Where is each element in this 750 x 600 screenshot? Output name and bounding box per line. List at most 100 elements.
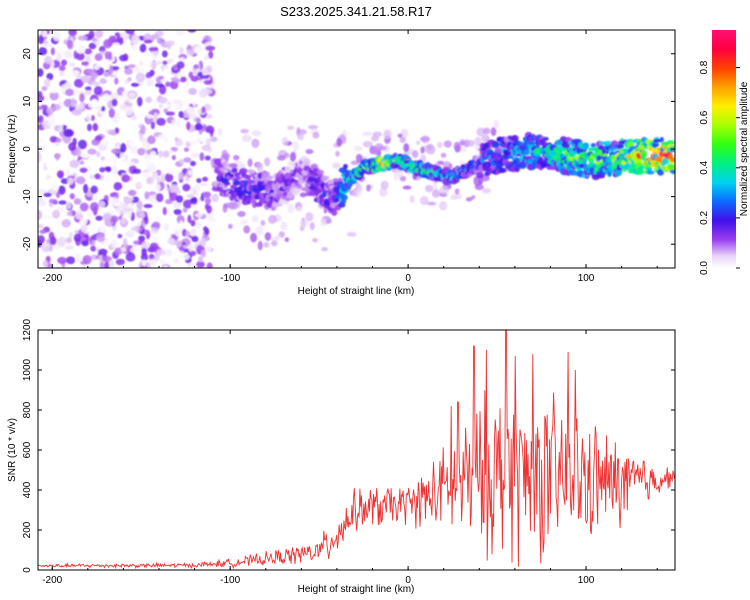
- heatmap-cell: [150, 61, 157, 69]
- heatmap-cell: [493, 119, 500, 129]
- heatmap-cell: [86, 211, 94, 218]
- heatmap-cell: [427, 143, 433, 151]
- heatmap-cell: [94, 30, 104, 39]
- heatmap-cell: [237, 210, 246, 217]
- heatmap-cell: [174, 140, 184, 147]
- heatmap-cell: [120, 216, 126, 225]
- heatmap-cell: [240, 219, 248, 224]
- heatmap-cell: [228, 163, 238, 168]
- heatmap-cell: [251, 130, 262, 137]
- heatmap-cell: [79, 202, 89, 212]
- y-tick-label: 1000: [22, 358, 33, 381]
- heatmap-cell: [165, 81, 171, 87]
- heatmap-cell: [284, 166, 292, 172]
- heatmap-cell: [99, 167, 106, 173]
- heatmap-cell: [79, 93, 85, 103]
- heatmap-cell: [110, 207, 117, 213]
- heatmap-cell: [159, 96, 168, 104]
- heatmap-cell: [112, 174, 119, 180]
- heatmap-cell: [439, 185, 450, 195]
- heatmap-cell: [77, 35, 88, 41]
- heatmap-cell: [236, 173, 241, 180]
- heatmap-cell: [110, 92, 119, 102]
- heatmap-cell: [201, 184, 207, 193]
- heatmap-cell: [492, 141, 500, 149]
- heatmap-cell: [474, 136, 482, 146]
- heatmap-cell: [498, 167, 507, 173]
- heatmap-cell: [147, 135, 156, 145]
- heatmap-cell: [42, 260, 49, 268]
- heatmap-cell: [476, 127, 486, 137]
- heatmap-cell: [163, 103, 172, 108]
- heatmap-cell: [90, 115, 95, 121]
- heatmap-cell: [95, 151, 101, 158]
- heatmap-cell: [178, 171, 185, 181]
- heatmap-cell: [190, 203, 198, 209]
- heatmap-cell: [432, 183, 438, 191]
- heatmap-cell: [150, 151, 157, 159]
- x-tick-label: 0: [405, 273, 411, 284]
- heatmap-cell: [38, 137, 43, 143]
- heatmap-cell: [119, 151, 126, 161]
- colorbar-ticks: 0.0 0.2 0.4 0.6 0.8: [699, 60, 740, 275]
- heatmap-cell: [355, 153, 363, 163]
- heatmap-cell: [180, 76, 187, 83]
- heatmap-cell: [510, 134, 519, 142]
- heatmap-cell: [70, 70, 80, 76]
- colorbar-tick-label: 0.0: [699, 261, 710, 275]
- heatmap-cell: [88, 30, 95, 40]
- heatmap-cell: [69, 159, 80, 169]
- heatmap-cell: [191, 153, 201, 158]
- heatmap-cell: [144, 191, 150, 200]
- heatmap-cell: [132, 168, 142, 174]
- heatmap-cell: [639, 170, 644, 175]
- heatmap-cell: [79, 216, 88, 226]
- colorbar-tick-label: 0.4: [699, 160, 710, 174]
- heatmap-cell: [143, 204, 153, 209]
- heatmap-cell: [125, 30, 135, 35]
- heatmap-cell: [110, 231, 118, 242]
- heatmap-cell: [204, 197, 212, 205]
- heatmap-cell: [145, 96, 153, 103]
- heatmap-cell: [308, 124, 318, 130]
- heatmap-cell: [69, 223, 77, 230]
- heatmap-cell: [608, 147, 616, 152]
- heatmap-cell: [95, 135, 103, 141]
- heatmap-cell: [85, 113, 92, 122]
- heatmap-cell: [84, 48, 93, 55]
- heatmap-cell: [128, 91, 136, 99]
- heatmap-cell: [419, 196, 429, 206]
- heatmap-cell: [162, 60, 168, 65]
- colorbar-label: Normalized spectral amplitude: [739, 81, 750, 216]
- heatmap-cell: [190, 97, 196, 103]
- heatmap-cell: [439, 200, 448, 211]
- heatmap-cell: [188, 87, 197, 96]
- heatmap-cell: [125, 230, 135, 238]
- snr-x-ticks: -200 -100 0 100: [42, 330, 658, 586]
- heatmap-cell: [346, 231, 357, 237]
- heatmap-cell: [93, 85, 103, 96]
- heatmap-cell: [205, 45, 216, 51]
- heatmap-cell: [94, 105, 102, 110]
- heatmap-cell: [197, 71, 203, 78]
- heatmap-cell: [241, 134, 252, 143]
- heatmap-cell: [426, 201, 437, 206]
- snr-y-label: SNR (10 * v/v): [7, 418, 18, 482]
- heatmap-cell: [481, 188, 492, 194]
- heatmap-cell: [336, 138, 343, 147]
- heatmap-cell: [524, 149, 530, 156]
- heatmap-cell: [127, 260, 134, 268]
- heatmap-cell: [81, 240, 89, 247]
- heatmap-cell: [399, 136, 406, 143]
- heatmap-cell: [343, 163, 348, 169]
- heatmap-cell: [219, 167, 228, 172]
- heatmap-cell: [454, 188, 460, 195]
- y-tick-label: -20: [22, 237, 33, 252]
- heatmap-cell: [46, 106, 54, 116]
- heatmap-cell: [196, 178, 202, 184]
- heatmap-cell: [659, 136, 664, 144]
- heatmap-cell: [114, 77, 119, 85]
- heatmap-cell: [531, 133, 536, 142]
- heatmap-cell: [261, 171, 270, 178]
- heatmap-cell: [131, 44, 138, 51]
